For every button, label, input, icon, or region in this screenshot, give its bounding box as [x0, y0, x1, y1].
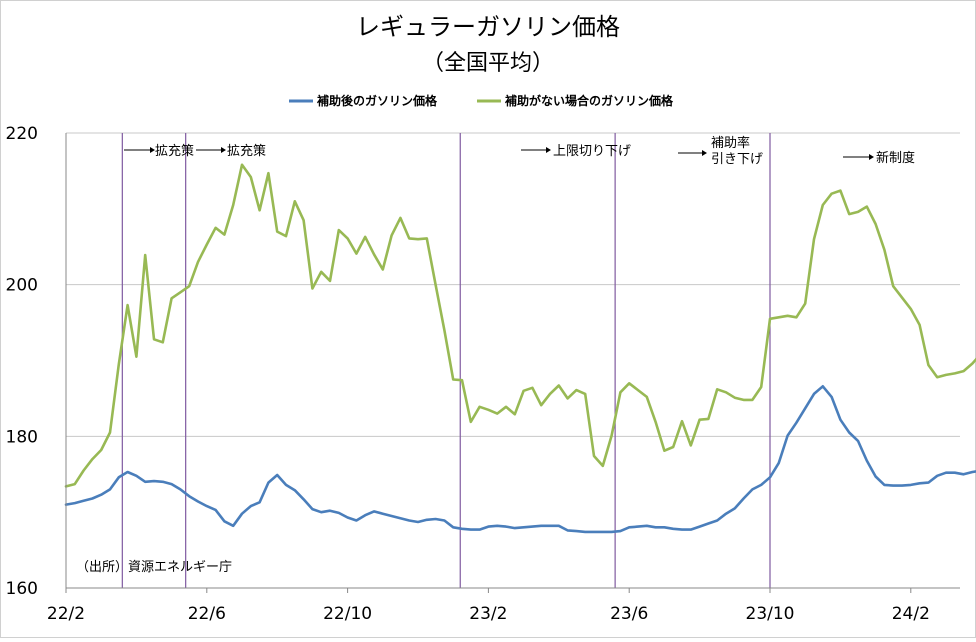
y-tick-label: 220	[6, 124, 38, 144]
y-tick-label: 180	[6, 427, 38, 447]
annotation-arrowhead-2	[221, 147, 226, 153]
annotation-text-3: 上限切り下げ	[553, 144, 631, 159]
legend-label-subsidized: 補助後のガソリン価格	[316, 93, 438, 108]
annotation-arrowhead-3	[546, 147, 551, 153]
series-line-unsubsidized	[64, 163, 976, 488]
annotation-text-4b: 引き下げ	[711, 152, 763, 167]
legend: 補助後のガソリン価格 補助がない場合のガソリン価格	[289, 93, 674, 108]
y-tick-label: 160	[6, 579, 38, 599]
annotation-3: 上限切り下げ	[521, 144, 631, 159]
x-tick-label: 24/2	[892, 604, 930, 624]
x-tick-label: 23/2	[469, 604, 507, 624]
x-tick-label: 22/2	[47, 604, 85, 624]
chart-subtitle: （全国平均）	[422, 51, 554, 76]
annotation-text-2: 拡充策	[227, 143, 266, 159]
annotations: 拡充策 拡充策 上限切り下げ 補助率 引き下げ 新制度	[124, 135, 915, 167]
annotation-arrowhead-1	[150, 147, 155, 153]
annotation-arrowhead-5	[869, 154, 874, 160]
x-tick-label: 22/6	[188, 604, 226, 624]
source-note: （出所）資源エネルギー庁	[76, 560, 232, 575]
annotation-5: 新制度	[843, 150, 915, 166]
x-tick-label: 23/10	[746, 604, 795, 624]
y-tick-label: 200	[6, 276, 38, 296]
annotation-2: 拡充策	[196, 143, 266, 159]
legend-label-unsubsidized: 補助がない場合のガソリン価格	[504, 93, 674, 108]
series-line-subsidized	[64, 384, 976, 534]
annotation-arrowhead-4	[702, 150, 707, 156]
annotation-text-1: 拡充策	[155, 143, 194, 159]
annotation-1: 拡充策	[124, 143, 194, 159]
x-tick-label: 22/10	[323, 604, 372, 624]
vertical-markers	[121, 133, 771, 588]
chart-title: レギュラーガソリン価格	[356, 13, 620, 41]
annotation-text-4a: 補助率	[711, 135, 750, 151]
series-group	[64, 163, 976, 534]
annotation-text-5: 新制度	[876, 150, 915, 166]
x-tick-label: 23/6	[610, 604, 648, 624]
axes: 160 180 200 220 22/2 22/6 22/10 23/2 23/6 23/10 24…	[6, 124, 960, 624]
annotation-4: 補助率 引き下げ	[678, 135, 763, 167]
